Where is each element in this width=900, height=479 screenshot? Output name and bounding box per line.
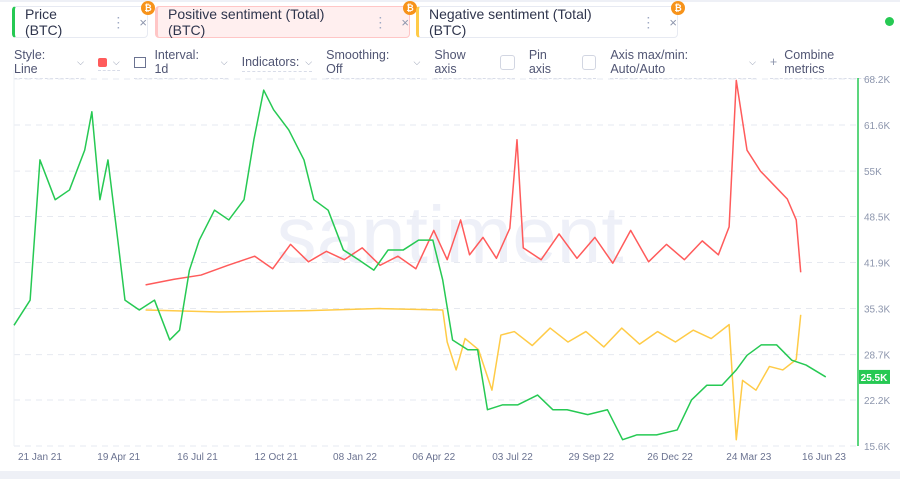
metric-chip-price[interactable]: Price (BTC) ⋮ × ₿ <box>12 1 155 38</box>
indicators-dropdown[interactable]: Indicators: ⌵ <box>241 55 313 72</box>
y-tick-label: 68.2K <box>864 75 890 86</box>
indicators-label: Indicators: <box>241 55 300 69</box>
interval-label: Interval: 1d <box>154 48 199 76</box>
chevron-down-icon: ⌵ <box>220 56 228 67</box>
menu-icon[interactable]: ⋮ <box>641 13 656 30</box>
bitcoin-icon: ₿ <box>403 1 417 15</box>
calendar-icon <box>133 56 147 68</box>
metric-chip-negative-sentiment[interactable]: Negative sentiment (Total) (BTC) ⋮ × ₿ <box>416 1 685 38</box>
chevron-down-icon: ⌵ <box>749 56 756 67</box>
y-tick-label: 28.7K <box>864 351 890 362</box>
color-swatch <box>97 57 107 67</box>
x-tick-label: 24 Mar 23 <box>726 452 771 463</box>
current-price-label: 25.5K <box>861 373 888 384</box>
axis-maxmin-label: Axis max/min: Auto/Auto <box>610 48 689 76</box>
pin-axis-checkbox[interactable] <box>581 54 597 70</box>
x-tick-label: 08 Jan 22 <box>333 452 377 463</box>
close-icon[interactable]: × <box>139 14 147 30</box>
close-icon[interactable]: × <box>669 14 677 30</box>
combine-metrics-label: Combine metrics <box>784 48 835 76</box>
color-picker[interactable]: ⌵ <box>97 56 120 71</box>
metric-label: Positive sentiment (Total) (BTC) <box>168 6 325 38</box>
x-tick-label: 06 Apr 22 <box>412 452 455 463</box>
y-tick-label: 61.6K <box>864 121 890 132</box>
smoothing-dropdown[interactable]: Smoothing: Off ⌵ <box>326 48 421 79</box>
chevron-down-icon: ⌵ <box>77 56 84 67</box>
x-tick-label: 16 Jun 23 <box>802 452 846 463</box>
x-tick-label: 29 Sep 22 <box>568 452 614 463</box>
top-divider <box>0 0 900 2</box>
current-price-badge <box>859 369 890 384</box>
y-tick-label: 48.5K <box>864 212 890 223</box>
series-line <box>13 89 827 441</box>
menu-icon[interactable]: ⋮ <box>373 13 388 30</box>
menu-icon[interactable]: ⋮ <box>111 13 126 30</box>
chevron-down-icon: ⌵ <box>112 56 120 67</box>
y-tick-label: 41.9K <box>864 259 890 270</box>
axis-maxmin-dropdown[interactable]: Axis max/min: Auto/Auto ⌵ <box>610 48 756 79</box>
show-axis-label: Show axis <box>434 48 466 76</box>
close-icon[interactable]: × <box>401 14 409 30</box>
x-tick-label: 12 Oct 21 <box>255 452 299 463</box>
x-tick-label: 26 Dec 22 <box>647 452 693 463</box>
chevron-down-icon: ⌵ <box>413 56 421 67</box>
show-axis-checkbox[interactable] <box>500 54 515 70</box>
metric-label: Price (BTC) <box>25 6 63 38</box>
plus-icon: + <box>769 55 778 69</box>
y-tick-label: 22.2K <box>864 396 890 407</box>
series-line <box>145 307 802 441</box>
x-tick-label: 16 Jul 21 <box>177 452 218 463</box>
santiment-watermark: santiment <box>277 190 624 279</box>
y-tick-label: 55K <box>864 167 882 178</box>
series-line <box>145 79 802 286</box>
pin-axis-label: Pin axis <box>528 48 552 76</box>
style-dropdown[interactable]: Style: Line ⌵ <box>14 48 84 79</box>
metric-label: Negative sentiment (Total) (BTC) <box>429 6 592 38</box>
bottom-bar <box>0 471 900 479</box>
x-tick-label: 19 Apr 21 <box>97 452 140 463</box>
bitcoin-icon: ₿ <box>671 1 685 15</box>
style-label: Style: Line <box>14 48 46 76</box>
pin-axis-toggle[interactable]: Pin axis <box>528 48 597 79</box>
y-tick-label: 35.3K <box>864 305 890 316</box>
metric-chip-positive-sentiment[interactable]: Positive sentiment (Total) (BTC) ⋮ × ₿ <box>155 1 417 38</box>
x-tick-label: 03 Jul 22 <box>492 452 533 463</box>
status-indicator <box>885 17 894 26</box>
show-axis-toggle[interactable]: Show axis <box>434 48 515 79</box>
x-tick-label: 21 Jan 21 <box>18 452 62 463</box>
y-tick-label: 15.6K <box>864 442 890 453</box>
bitcoin-icon: ₿ <box>141 1 155 15</box>
chevron-down-icon: ⌵ <box>305 56 313 67</box>
smoothing-label: Smoothing: Off <box>326 48 390 76</box>
